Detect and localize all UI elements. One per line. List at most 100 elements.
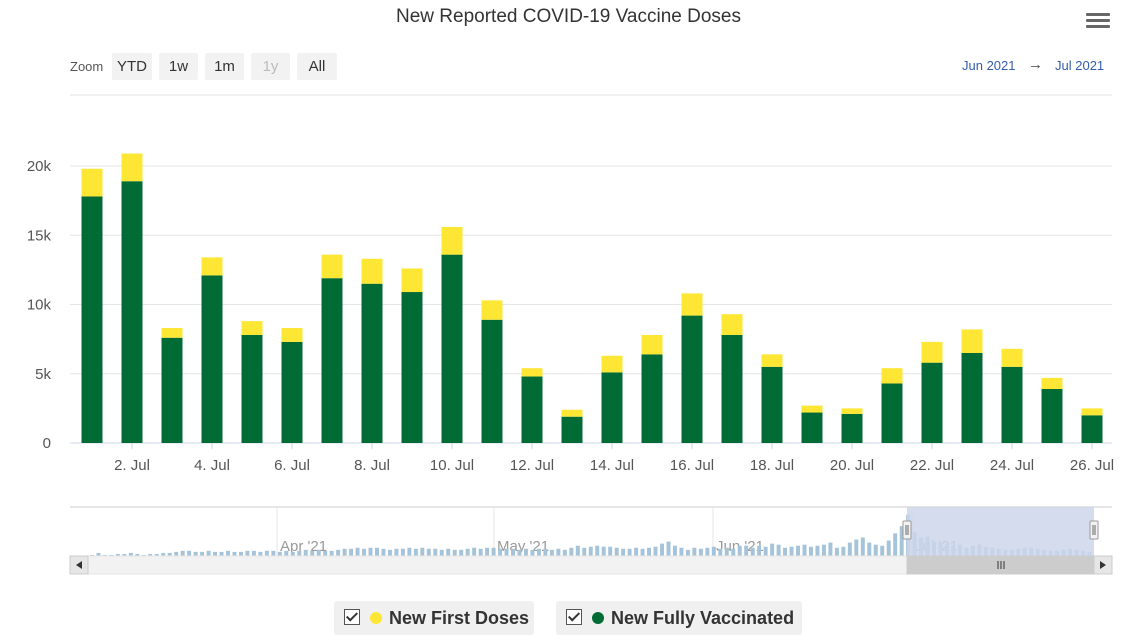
zoom-1w-button[interactable]: 1w: [159, 53, 198, 80]
navigator-handle[interactable]: [902, 520, 912, 540]
navigator-bar: [614, 547, 619, 556]
bar-first-doses[interactable]: [441, 226, 463, 255]
bar-first-doses[interactable]: [1001, 348, 1023, 367]
x-tick-label: 22. Jul: [910, 457, 954, 474]
bar-fully-vaccinated[interactable]: [841, 413, 863, 443]
range-to[interactable]: Jul 2021: [1055, 58, 1105, 73]
checkbox-checked-icon[interactable]: [566, 609, 582, 625]
navigator-bar: [724, 547, 729, 556]
navigator-bar: [174, 551, 179, 556]
navigator-bar: [277, 551, 282, 556]
navigator-bar: [167, 552, 172, 556]
checkbox-checked-icon[interactable]: [344, 609, 360, 625]
bar-fully-vaccinated[interactable]: [81, 196, 103, 443]
navigator-bar: [718, 548, 723, 556]
bar-fully-vaccinated[interactable]: [641, 354, 663, 443]
bar-fully-vaccinated[interactable]: [1041, 388, 1063, 443]
navigator-bar: [264, 550, 269, 556]
legend-item-first-doses[interactable]: New First Doses: [334, 601, 534, 635]
bar-fully-vaccinated[interactable]: [881, 383, 903, 443]
bar-fully-vaccinated[interactable]: [361, 283, 383, 443]
bar-fully-vaccinated[interactable]: [441, 254, 463, 443]
bar-fully-vaccinated[interactable]: [681, 315, 703, 443]
navigator-bar: [310, 550, 315, 556]
navigator-handle[interactable]: [1089, 520, 1099, 540]
x-tick-label: 10. Jul: [430, 457, 474, 474]
bar-first-doses[interactable]: [121, 153, 143, 182]
bar-first-doses[interactable]: [961, 329, 983, 353]
bar-fully-vaccinated[interactable]: [321, 278, 343, 443]
bar-first-doses[interactable]: [841, 408, 863, 414]
bar-first-doses[interactable]: [721, 314, 743, 335]
bar-first-doses[interactable]: [401, 268, 423, 293]
bar-fully-vaccinated[interactable]: [961, 352, 983, 443]
zoom-1m-button[interactable]: 1m: [205, 53, 244, 80]
bar-first-doses[interactable]: [281, 328, 303, 342]
navigator-bar: [666, 541, 671, 556]
zoom-all-button[interactable]: All: [297, 53, 337, 80]
bar-fully-vaccinated[interactable]: [761, 366, 783, 443]
bar-fully-vaccinated[interactable]: [1001, 366, 1023, 443]
navigator-bar: [569, 547, 574, 556]
y-tick-label: 10k: [27, 297, 52, 314]
bar-fully-vaccinated[interactable]: [601, 372, 623, 443]
bar-fully-vaccinated[interactable]: [121, 181, 143, 444]
legend-item-fully-vaccinated[interactable]: New Fully Vaccinated: [556, 601, 802, 635]
bar-fully-vaccinated[interactable]: [161, 337, 183, 443]
bar-fully-vaccinated[interactable]: [721, 334, 743, 443]
bar-first-doses[interactable]: [641, 334, 663, 355]
bar-first-doses[interactable]: [801, 405, 823, 413]
bar-first-doses[interactable]: [761, 354, 783, 367]
bar-fully-vaccinated[interactable]: [921, 362, 943, 443]
navigator-bar: [530, 549, 535, 556]
green-dot-icon: [592, 612, 604, 624]
bar-first-doses[interactable]: [161, 328, 183, 338]
arrow-right-icon: [1100, 561, 1106, 569]
bar-first-doses[interactable]: [601, 355, 623, 373]
navigator-bar: [135, 553, 140, 556]
navigator-bar: [329, 550, 334, 556]
navigator-bar: [847, 542, 852, 556]
bar-first-doses[interactable]: [1041, 377, 1063, 389]
range-from[interactable]: Jun 2021: [962, 58, 1016, 73]
y-tick-label: 20k: [27, 158, 52, 175]
bar-fully-vaccinated[interactable]: [561, 416, 583, 443]
bar-first-doses[interactable]: [201, 257, 223, 276]
x-tick-label: 6. Jul: [274, 457, 310, 474]
bar-first-doses[interactable]: [81, 168, 103, 197]
navigator-bar: [886, 540, 891, 556]
bar-first-doses[interactable]: [681, 293, 703, 316]
bar-first-doses[interactable]: [521, 368, 543, 377]
bar-first-doses[interactable]: [921, 341, 943, 363]
x-tick-label: 20. Jul: [830, 457, 874, 474]
bar-fully-vaccinated[interactable]: [1081, 415, 1103, 443]
navigator-bar: [821, 544, 826, 556]
navigator-bar: [601, 546, 606, 556]
bar-first-doses[interactable]: [321, 254, 343, 279]
x-tick-label: 26. Jul: [1070, 457, 1114, 474]
navigator-bar: [161, 552, 166, 556]
navigator-bar: [685, 549, 690, 556]
bar-fully-vaccinated[interactable]: [401, 292, 423, 443]
bar-first-doses[interactable]: [481, 300, 503, 320]
navigator-selection[interactable]: [907, 507, 1094, 556]
navigator-bar: [465, 548, 470, 556]
bar-first-doses[interactable]: [881, 368, 903, 384]
bar-fully-vaccinated[interactable]: [481, 319, 503, 443]
bar-fully-vaccinated[interactable]: [281, 341, 303, 443]
bar-fully-vaccinated[interactable]: [801, 412, 823, 443]
hamburger-menu-icon[interactable]: [1086, 10, 1110, 32]
bar-first-doses[interactable]: [241, 321, 263, 335]
bar-first-doses[interactable]: [361, 258, 383, 284]
navigator-bar: [180, 550, 185, 556]
bar-first-doses[interactable]: [561, 409, 583, 417]
bar-fully-vaccinated[interactable]: [521, 376, 543, 443]
zoom-label: Zoom: [70, 59, 104, 74]
bar-fully-vaccinated[interactable]: [241, 334, 263, 443]
navigator-bar: [737, 545, 742, 556]
navigator-bar: [802, 544, 807, 556]
navigator-bar: [439, 549, 444, 556]
zoom-ytd-button[interactable]: YTD: [112, 53, 152, 80]
bar-first-doses[interactable]: [1081, 408, 1103, 416]
bar-fully-vaccinated[interactable]: [201, 275, 223, 443]
